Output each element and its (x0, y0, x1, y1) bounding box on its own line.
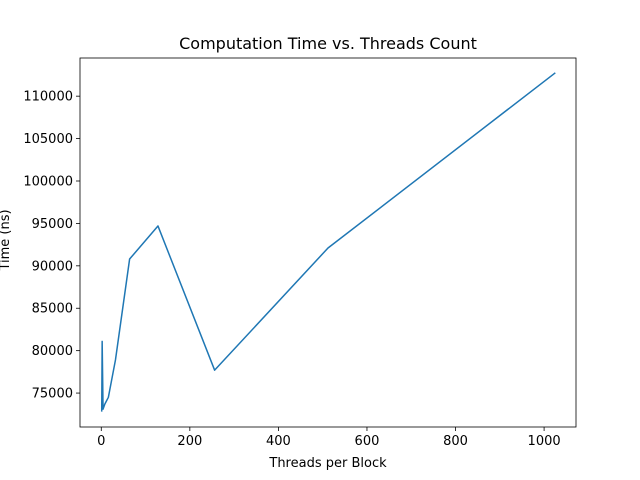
y-axis-label: Time (ns) (0, 209, 13, 271)
y-tick-label-80000: 80000 (32, 344, 73, 359)
y-tick-label-110000: 110000 (23, 90, 73, 105)
x-tick-label-400: 400 (266, 434, 291, 449)
x-tick-label-200: 200 (177, 434, 202, 449)
series-line-0 (100, 72, 556, 412)
x-tick-label-1000: 1000 (528, 434, 561, 449)
y-tick-label-95000: 95000 (32, 217, 73, 232)
y-tick-label-85000: 85000 (32, 302, 73, 317)
y-tick-label-105000: 105000 (23, 132, 73, 147)
y-tick-label-100000: 100000 (23, 175, 73, 190)
x-tick-label-800: 800 (443, 434, 468, 449)
x-axis-label: Threads per Block (268, 456, 387, 471)
y-tick-label-75000: 75000 (32, 387, 73, 402)
x-tick-label-0: 0 (97, 434, 105, 449)
x-tick-label-600: 600 (355, 434, 380, 449)
chart-title: Computation Time vs. Threads Count (179, 34, 477, 53)
y-tick-label-90000: 90000 (32, 259, 73, 274)
axes-frame (79, 57, 577, 428)
plot-area: 0 200 400 600 800 1000 75000 80000 85000 90000 950… (23, 57, 577, 449)
